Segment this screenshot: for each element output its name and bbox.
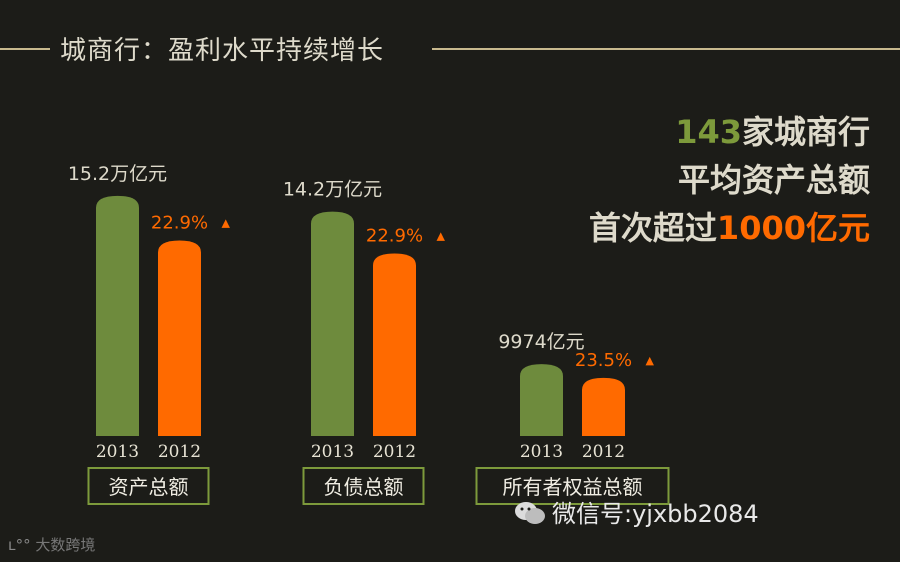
bar-2012-3 (582, 377, 625, 436)
category-box-2 (302, 467, 425, 505)
growth-label-1: 22.9% (151, 213, 208, 234)
x-tick-label-2012: 2012 (373, 442, 416, 462)
title-rule-right (432, 48, 900, 50)
data-label-2013-3: 9974亿元 (498, 331, 584, 353)
growth-arrow-icon: ▲ (437, 230, 446, 243)
watermark-text: 微信号:yjxbb2084 (552, 500, 759, 528)
category-box-1 (87, 467, 210, 505)
wechat-icon (515, 502, 545, 524)
title-row: 城商行：盈利水平持续增长 (0, 28, 900, 68)
bar-2013-3 (520, 364, 563, 436)
category-box-3 (475, 467, 670, 505)
headline-line-1: 143家城商行 (589, 108, 870, 156)
x-tick-label-2012: 2012 (158, 442, 201, 462)
bar-2012-2 (373, 253, 416, 436)
data-label-2013-1: 15.2万亿元 (68, 163, 167, 185)
brand-icon: ʟ°° (8, 536, 31, 554)
headline-line-3: 首次超过1000亿元 (589, 204, 870, 252)
title-rule-left (0, 48, 50, 50)
growth-arrow-icon: ▲ (222, 217, 231, 230)
x-tick-label-2013: 2013 (311, 442, 354, 462)
growth-label-2: 22.9% (366, 226, 423, 247)
headline-line-1-rest: 家城商行 (741, 113, 870, 151)
category-label-2: 负债总额 (324, 475, 404, 499)
watermark: 微信号:yjxbb2084 (514, 494, 759, 529)
headline: 143家城商行 平均资产总额 首次超过1000亿元 (589, 108, 870, 252)
brand-name: 大数跨境 (35, 536, 96, 554)
headline-line-2: 平均资产总额 (677, 161, 870, 199)
bar-2013-1 (96, 195, 139, 436)
x-tick-label-2013: 2013 (96, 442, 139, 462)
x-tick-label-2013: 2013 (520, 442, 563, 462)
headline-count: 143 (675, 113, 742, 151)
headline-line-3-prefix: 首次超过 (588, 209, 717, 247)
bar-2013-2 (311, 211, 354, 436)
category-label-3: 所有者权益总额 (503, 475, 643, 499)
bar-2012-1 (158, 240, 201, 436)
category-label-1: 资产总额 (109, 475, 189, 499)
brand-logo: ʟ°° 大数跨境 (8, 534, 95, 555)
headline-highlight: 1000亿元 (716, 209, 870, 247)
page-title: 城商行：盈利水平持续增长 (60, 36, 385, 66)
x-tick-label-2012: 2012 (582, 442, 625, 462)
growth-arrow-icon: ▲ (646, 354, 655, 367)
growth-label-3: 23.5% (575, 350, 632, 371)
data-label-2013-2: 14.2万亿元 (283, 179, 382, 201)
